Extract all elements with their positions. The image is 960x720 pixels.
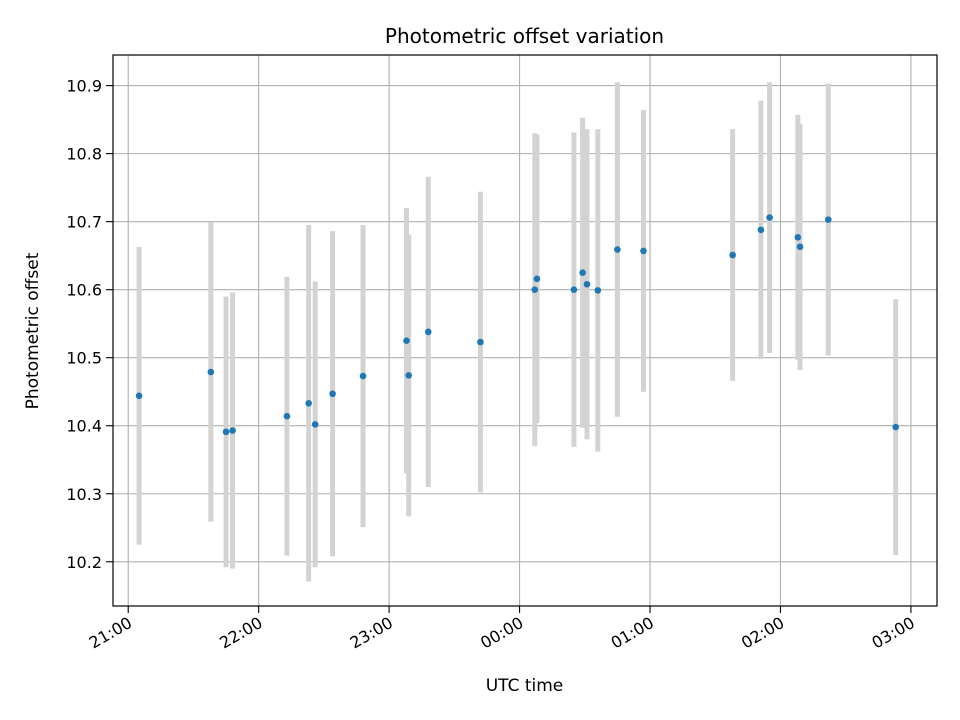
data-point [729, 251, 736, 259]
data-point [640, 247, 647, 255]
y-tick-label: 10.6 [66, 281, 102, 300]
data-point [757, 226, 765, 234]
y-tick-label: 10.8 [66, 145, 102, 164]
data-point [533, 275, 541, 283]
chart-title: Photometric offset variation [385, 24, 664, 48]
data-point [135, 392, 143, 400]
data-points [135, 214, 899, 436]
data-point [583, 280, 591, 288]
data-point [229, 427, 236, 434]
data-point [329, 390, 336, 398]
data-point [570, 286, 578, 293]
y-tick-label: 10.7 [66, 213, 102, 232]
plot-frame [112, 54, 938, 607]
y-axis-title: Photometric offset [23, 252, 43, 409]
y-axis-ticks: 10.2 10.3 10.4 10.5 10.6 10.7 10.8 10.9 [66, 77, 113, 572]
y-tick-label: 10.9 [66, 77, 102, 96]
y-tick-label: 10.5 [66, 349, 102, 368]
data-point [531, 286, 539, 293]
data-point [207, 368, 215, 376]
x-axis-title: UTC time [486, 676, 564, 696]
y-tick-label: 10.4 [66, 417, 102, 436]
data-point [594, 287, 602, 294]
data-point [579, 269, 586, 276]
data-point [305, 399, 312, 407]
y-tick-label: 10.3 [66, 485, 102, 504]
data-point [766, 214, 773, 221]
data-point [424, 328, 432, 336]
data-point [477, 338, 484, 346]
data-point [794, 234, 802, 241]
data-point [283, 412, 291, 420]
data-point [824, 216, 832, 223]
data-point [892, 423, 899, 431]
data-point [222, 428, 230, 436]
data-point [796, 243, 804, 251]
data-point [614, 246, 621, 253]
data-point [311, 421, 319, 428]
data-point [359, 372, 367, 380]
y-tick-label: 10.2 [66, 553, 102, 572]
data-point [403, 337, 410, 345]
data-point [405, 372, 412, 379]
